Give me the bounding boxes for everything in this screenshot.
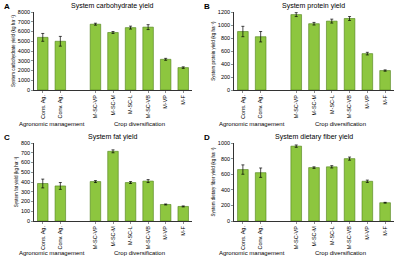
svg-text:System carbohydrate yield: System carbohydrate yield xyxy=(71,2,154,10)
svg-text:Conv. Ag.: Conv. Ag. xyxy=(257,95,263,119)
svg-text:800: 800 xyxy=(221,35,230,41)
svg-text:M-SC-M: M-SC-M xyxy=(110,95,116,116)
svg-text:Cons. Ag.: Cons. Ag. xyxy=(240,226,246,250)
svg-text:0: 0 xyxy=(227,218,230,224)
svg-text:4000: 4000 xyxy=(18,48,30,54)
svg-text:600: 600 xyxy=(221,48,230,54)
svg-text:1000: 1000 xyxy=(218,140,230,146)
svg-text:0: 0 xyxy=(227,87,230,93)
svg-text:System protein yield (kg ha⁻¹): System protein yield (kg ha⁻¹) xyxy=(211,21,216,81)
svg-text:Agronomic management: Agronomic management xyxy=(19,250,85,256)
svg-text:Cons. Ag.: Cons. Ag. xyxy=(40,226,46,250)
svg-text:100: 100 xyxy=(21,208,30,214)
svg-text:Conv. Ag.: Conv. Ag. xyxy=(57,95,63,119)
svg-text:M-SC-VB: M-SC-VB xyxy=(346,95,352,119)
svg-text:M-SC-L: M-SC-L xyxy=(329,226,335,245)
svg-text:600: 600 xyxy=(221,171,230,177)
svg-text:400: 400 xyxy=(221,187,230,193)
svg-text:M-F: M-F xyxy=(382,225,388,235)
svg-text:System fat yield: System fat yield xyxy=(88,133,138,141)
svg-text:C: C xyxy=(4,133,10,142)
svg-text:System carbohydrate yield (kg: System carbohydrate yield (kg ha⁻¹) xyxy=(11,15,16,87)
svg-text:Conv. Ag.: Conv. Ag. xyxy=(57,226,63,250)
svg-text:M-VP: M-VP xyxy=(364,226,370,240)
svg-text:1000: 1000 xyxy=(18,77,30,83)
svg-text:200: 200 xyxy=(221,202,230,208)
svg-text:Conv. Ag.: Conv. Ag. xyxy=(257,226,263,250)
svg-text:M-SC-L: M-SC-L xyxy=(329,95,335,114)
svg-text:M-VP: M-VP xyxy=(364,95,370,109)
svg-text:D: D xyxy=(204,133,210,142)
svg-text:M-SC-L: M-SC-L xyxy=(127,226,133,245)
svg-text:400: 400 xyxy=(21,179,30,185)
svg-text:500: 500 xyxy=(21,169,30,175)
svg-text:300: 300 xyxy=(21,189,30,195)
svg-text:Cons. Ag.: Cons. Ag. xyxy=(40,95,46,119)
svg-text:System fat yield (kg ha⁻¹): System fat yield (kg ha⁻¹) xyxy=(14,156,19,207)
svg-text:M-SC-VB: M-SC-VB xyxy=(145,226,151,250)
svg-text:M-SC-M: M-SC-M xyxy=(311,95,317,116)
svg-text:800: 800 xyxy=(221,156,230,162)
svg-text:Cons. Ag.: Cons. Ag. xyxy=(240,95,246,119)
svg-text:1000: 1000 xyxy=(218,22,230,28)
svg-text:Crop diversification: Crop diversification xyxy=(315,121,366,127)
svg-text:0: 0 xyxy=(27,218,30,224)
svg-text:M-VP: M-VP xyxy=(162,95,168,109)
svg-text:200: 200 xyxy=(21,198,30,204)
svg-text:M-SC-VB: M-SC-VB xyxy=(346,226,352,250)
svg-text:M-SC-VB: M-SC-VB xyxy=(145,95,151,119)
svg-text:M-F: M-F xyxy=(382,94,388,104)
svg-text:M-SC-VP: M-SC-VP xyxy=(293,95,299,119)
svg-text:6000: 6000 xyxy=(18,28,30,34)
svg-text:7000: 7000 xyxy=(18,19,30,25)
svg-text:2000: 2000 xyxy=(18,67,30,73)
svg-text:B: B xyxy=(204,2,210,11)
svg-text:M-F: M-F xyxy=(180,94,186,104)
svg-text:A: A xyxy=(4,2,10,11)
svg-text:1200: 1200 xyxy=(218,9,230,15)
svg-text:M-F: M-F xyxy=(180,225,186,235)
svg-text:System dietary fiber yield: System dietary fiber yield xyxy=(275,133,353,141)
svg-text:M-SC-VP: M-SC-VP xyxy=(92,226,98,250)
svg-text:Agronomic management: Agronomic management xyxy=(219,121,285,127)
svg-text:8000: 8000 xyxy=(18,9,30,15)
svg-text:Crop diversification: Crop diversification xyxy=(114,250,165,256)
svg-text:M-SC-VP: M-SC-VP xyxy=(92,95,98,119)
svg-text:M-SC-L: M-SC-L xyxy=(127,95,133,114)
svg-text:200: 200 xyxy=(221,74,230,80)
svg-text:M-SC-VP: M-SC-VP xyxy=(293,226,299,250)
svg-text:Crop diversification: Crop diversification xyxy=(114,121,165,127)
svg-text:400: 400 xyxy=(221,61,230,67)
svg-text:System protein yield: System protein yield xyxy=(282,2,345,10)
svg-text:600: 600 xyxy=(21,159,30,165)
svg-text:M-SC-M: M-SC-M xyxy=(110,226,116,247)
svg-text:800: 800 xyxy=(21,140,30,146)
svg-text:3000: 3000 xyxy=(18,58,30,64)
svg-text:Agronomic management: Agronomic management xyxy=(19,121,85,127)
svg-text:700: 700 xyxy=(21,150,30,156)
svg-text:5000: 5000 xyxy=(18,38,30,44)
svg-text:0: 0 xyxy=(27,87,30,93)
svg-text:M-SC-M: M-SC-M xyxy=(311,226,317,247)
svg-text:Agronomic management: Agronomic management xyxy=(219,250,285,256)
svg-text:M-VP: M-VP xyxy=(162,226,168,240)
svg-text:System dietary fiber yield (kg: System dietary fiber yield (kg ha⁻¹) xyxy=(211,147,216,217)
svg-text:Crop diversification: Crop diversification xyxy=(315,250,366,256)
